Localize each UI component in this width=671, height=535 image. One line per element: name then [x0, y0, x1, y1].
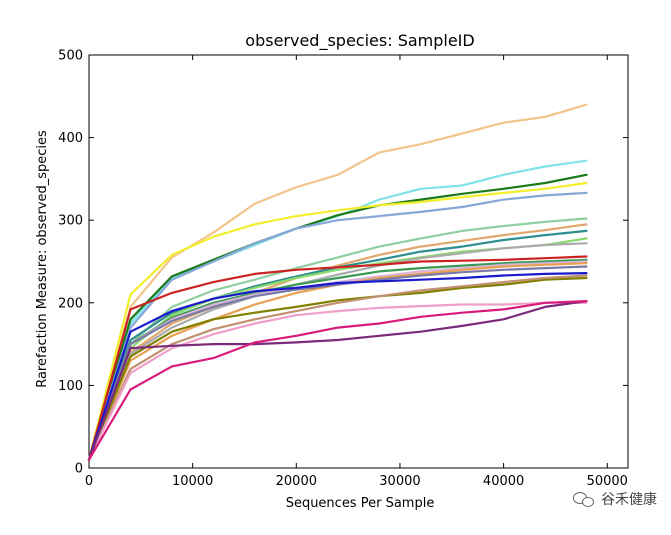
series-line-11	[87, 255, 588, 461]
x-tick-label: 0	[85, 474, 93, 489]
y-tick-label: 200	[58, 296, 83, 311]
series-line-5	[87, 191, 588, 461]
y-tick-label: 500	[58, 49, 83, 64]
series-line-17	[87, 276, 588, 461]
series-line-15	[87, 265, 588, 461]
x-tick-label: 50000	[587, 474, 628, 489]
series-line-21	[87, 300, 588, 461]
watermark-text: 谷禾健康	[601, 492, 657, 508]
chart-title: observed_species: SampleID	[245, 31, 474, 51]
series-line-7	[87, 223, 588, 461]
x-tick-label: 30000	[379, 474, 420, 489]
series-line-16	[87, 272, 588, 461]
series-line-18	[87, 274, 588, 461]
series-line-4	[87, 181, 588, 461]
y-axis-label: Rarefaction Measure: observed_species	[35, 130, 50, 388]
x-axis-label: Sequences Per Sample	[286, 496, 435, 511]
y-tick-label: 100	[58, 379, 83, 394]
series-line-3	[87, 173, 588, 461]
watermark: 谷禾健康	[573, 489, 657, 509]
y-tick-label: 400	[58, 131, 83, 146]
series-line-12	[87, 258, 588, 461]
series-line-10	[87, 242, 588, 461]
axes-layer: 0 10000 20000 30000 40000 50000 0 100 200 300 400 5…	[58, 49, 628, 489]
series-layer	[87, 103, 588, 461]
series-line-6	[87, 217, 588, 461]
series-line-19	[87, 301, 588, 461]
series-line-20	[87, 300, 588, 461]
wechat-icon	[573, 491, 595, 507]
y-tick-label: 0	[75, 462, 83, 477]
x-tick-label: 20000	[276, 474, 317, 489]
x-tick-label: 10000	[172, 474, 213, 489]
y-tick-label: 300	[58, 214, 83, 229]
series-line-1	[87, 103, 588, 461]
x-tick-label: 40000	[483, 474, 524, 489]
